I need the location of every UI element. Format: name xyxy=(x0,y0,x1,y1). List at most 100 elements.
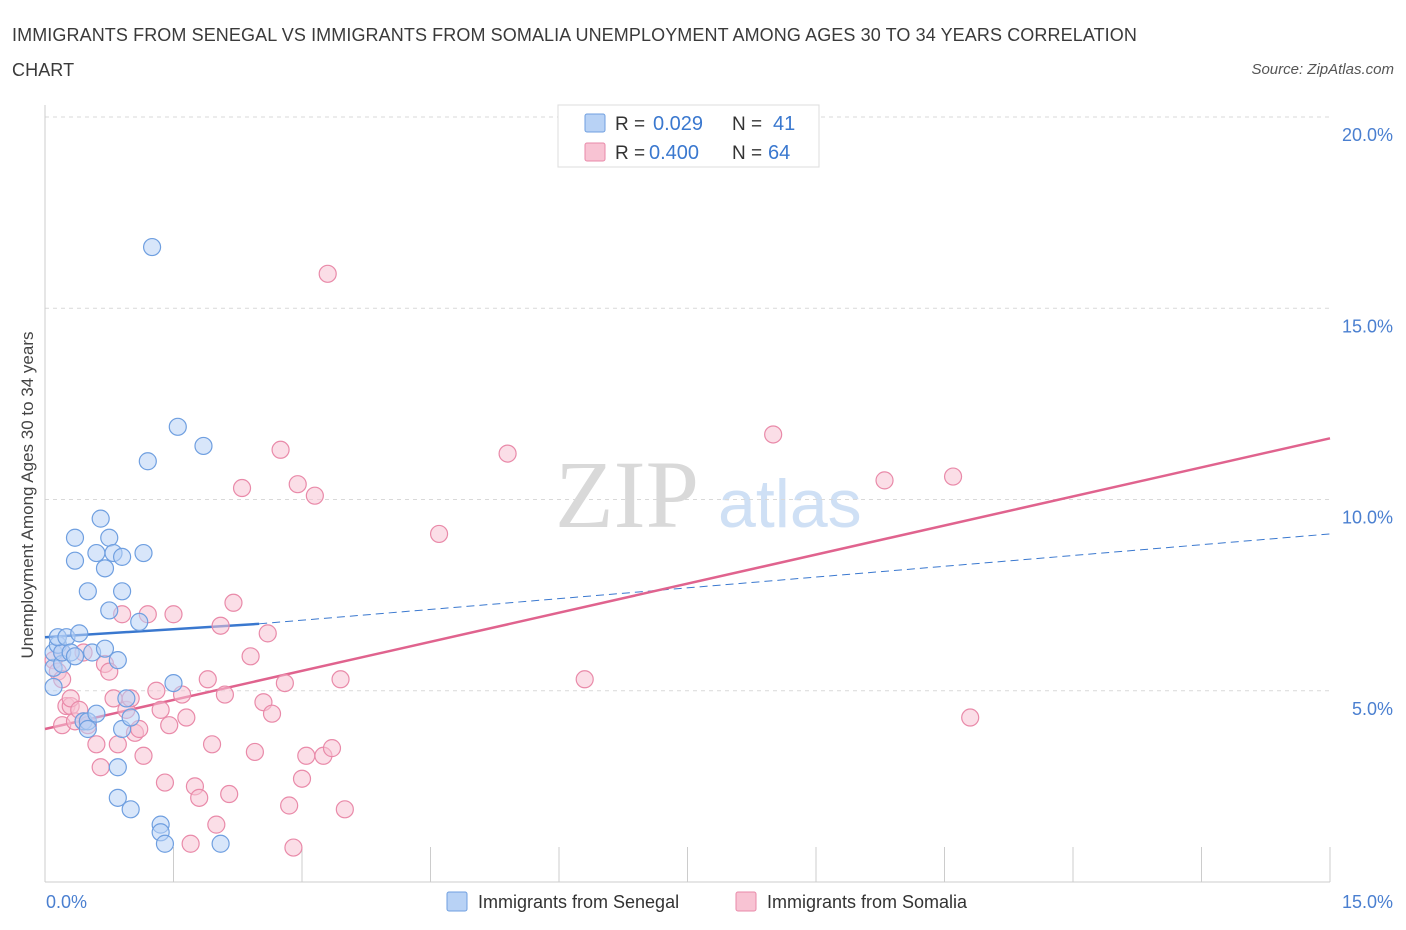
somalia-point xyxy=(241,647,260,666)
somalia-point xyxy=(875,471,894,490)
senegal-point xyxy=(138,452,157,471)
series-legend: Immigrants from Senegal Immigrants from … xyxy=(446,891,968,912)
somalia-point xyxy=(262,704,282,723)
somalia-point xyxy=(288,475,307,494)
somalia-point xyxy=(87,735,106,754)
somalia-point xyxy=(331,670,350,689)
legend-r-value-senegal: 0.029 xyxy=(653,113,703,135)
senegal-point xyxy=(91,509,110,528)
legend-senegal-swatch xyxy=(584,113,606,133)
somalia-point xyxy=(232,478,252,498)
senegal-point xyxy=(112,582,132,601)
somalia-point xyxy=(764,425,783,444)
legend-n-label-senegal: N = xyxy=(732,114,762,135)
senegal-point xyxy=(78,582,97,601)
somalia-point xyxy=(275,673,294,693)
y-tick-label: 15.0% xyxy=(1342,316,1393,336)
senegal-point xyxy=(194,436,213,456)
somalia-point xyxy=(575,670,594,689)
somalia-point xyxy=(305,486,324,505)
somalia-point xyxy=(318,264,337,283)
y-axis-label: Unemployment Among Ages 30 to 34 years xyxy=(18,332,37,659)
legend-n-label-somalia: N = xyxy=(732,143,762,164)
senegal-point xyxy=(70,624,89,643)
somalia-point xyxy=(147,681,166,700)
somalia-point xyxy=(498,444,517,463)
watermark-zip: ZIP xyxy=(555,441,699,548)
somalia-point xyxy=(284,838,303,857)
somalia-point xyxy=(198,670,217,689)
y-tick-label: 20.0% xyxy=(1342,125,1393,145)
senegal-point xyxy=(130,612,149,632)
somalia-point xyxy=(280,796,299,815)
somalia-point xyxy=(245,742,264,762)
somalia-point xyxy=(335,800,354,819)
watermark-atlas: atlas xyxy=(718,466,862,542)
somalia-point xyxy=(207,815,226,834)
somalia-point xyxy=(155,773,175,792)
senegal-point xyxy=(100,601,119,620)
somalia-point xyxy=(91,758,110,777)
senegal-point xyxy=(108,788,127,807)
legend-bottom-somalia-swatch xyxy=(735,891,757,912)
senegal-point xyxy=(142,237,162,257)
senegal-point xyxy=(117,689,136,708)
legend-bottom-somalia-label: Immigrants from Somalia xyxy=(767,892,968,912)
senegal-point xyxy=(134,543,153,563)
senegal-point xyxy=(78,719,97,739)
senegal-point xyxy=(87,543,106,563)
somalia-point xyxy=(164,605,183,624)
somalia-point xyxy=(961,708,980,727)
senegal-point xyxy=(121,708,140,727)
somalia-point xyxy=(292,769,312,788)
legend-bottom-senegal-swatch xyxy=(446,891,468,912)
somalia-point xyxy=(322,739,342,758)
chart-title: IMMIGRANTS FROM SENEGAL VS IMMIGRANTS FR… xyxy=(12,25,1137,80)
somalia-point xyxy=(224,593,243,612)
somalia-point xyxy=(258,624,277,643)
correlation-legend: R = 0.029 N = 41 R = 0.400 N = 64 xyxy=(557,104,820,168)
axes xyxy=(44,105,1331,883)
x-tick-label: 15.0% xyxy=(1342,892,1393,912)
legend-n-value-senegal: 41 xyxy=(773,113,795,135)
senegal-point xyxy=(164,673,183,693)
senegal-point xyxy=(87,704,106,723)
legend-r-label-senegal: R = xyxy=(615,114,645,135)
somalia-point xyxy=(177,708,196,727)
legend-r-label-somalia: R = xyxy=(615,143,645,164)
somalia-point xyxy=(108,735,127,754)
somalia-point xyxy=(220,784,239,804)
legend-n-value-somalia: 64 xyxy=(768,142,790,164)
senegal-point xyxy=(112,547,132,566)
legend-somalia-swatch xyxy=(584,142,606,162)
somalia-point xyxy=(202,735,222,754)
somalia-point xyxy=(297,746,316,765)
senegal-point xyxy=(211,834,230,853)
tick-labels: 5.0% 10.0% 15.0% 20.0% 0.0% 15.0% xyxy=(46,125,1393,912)
senegal-point xyxy=(155,834,175,853)
somalia-point xyxy=(151,700,170,719)
senegal-point xyxy=(95,559,115,578)
y-tick-label: 5.0% xyxy=(1352,699,1393,719)
somalia-point xyxy=(134,746,153,765)
senegal-point xyxy=(95,639,115,658)
senegal-point xyxy=(108,651,127,670)
legend-bottom-senegal-label: Immigrants from Senegal xyxy=(478,892,679,912)
somalia-point xyxy=(943,467,963,486)
somalia-point xyxy=(190,788,209,807)
senegal-point xyxy=(44,677,63,697)
senegal-point xyxy=(108,758,127,777)
senegal-trend-dashed xyxy=(259,533,1331,625)
somalia-point xyxy=(215,685,234,704)
somalia-point xyxy=(211,616,230,635)
senegal-point xyxy=(65,647,85,666)
x-tick-label: 0.0% xyxy=(46,892,87,912)
somalia-point xyxy=(160,716,179,735)
somalia-trend-line xyxy=(44,437,1331,731)
source-label: Source: ZipAtlas.com xyxy=(1251,61,1394,78)
senegal-point xyxy=(65,528,85,547)
somalia-point xyxy=(181,834,200,853)
senegal-point xyxy=(100,528,119,547)
y-tick-label: 10.0% xyxy=(1342,508,1393,528)
senegal-point xyxy=(121,800,140,819)
